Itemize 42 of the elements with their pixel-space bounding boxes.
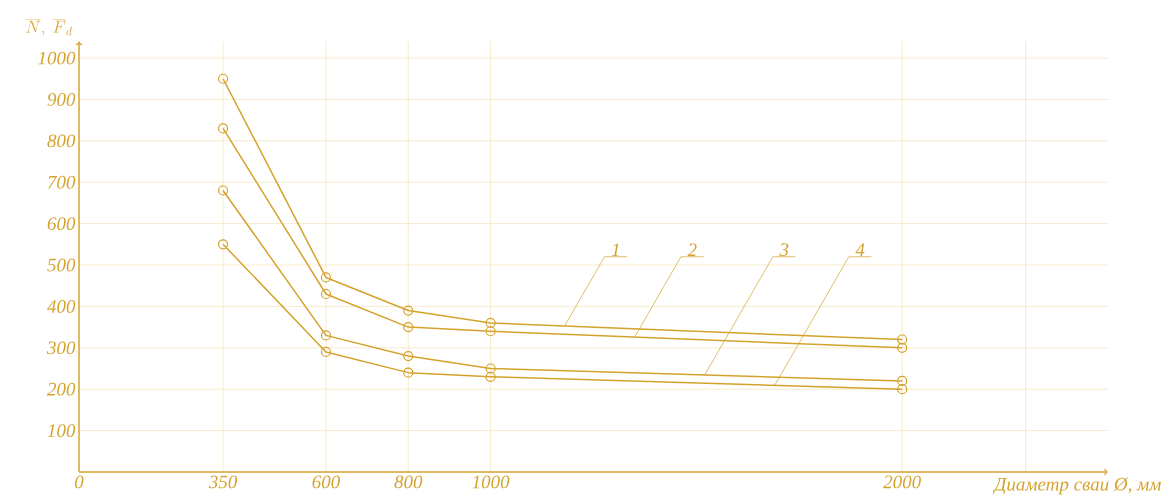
point <box>897 375 908 387</box>
point <box>320 346 332 358</box>
point <box>403 322 414 333</box>
x-tick-label: 800 <box>394 475 423 489</box>
point <box>897 384 908 395</box>
y-tick-label: 100 <box>47 424 76 438</box>
annotation: 4 <box>855 243 865 257</box>
y-tick-label: 800 <box>47 134 76 148</box>
y-tick-label: 500 <box>47 258 76 272</box>
point <box>403 350 414 362</box>
point <box>485 326 496 337</box>
y-tick-label: 1000 <box>38 51 76 65</box>
x-tick-label: 0 <box>75 475 84 489</box>
y-tick-label: 600 <box>47 217 76 231</box>
point <box>320 288 332 300</box>
y-tick-label: 400 <box>47 300 76 313</box>
point <box>485 371 496 382</box>
point <box>217 239 229 250</box>
y-tick-label: 900 <box>47 93 76 106</box>
point <box>403 305 414 316</box>
x-tick-label: 600 <box>312 475 340 489</box>
point <box>217 185 229 196</box>
y-tick-label: 200 <box>46 382 76 396</box>
point <box>897 342 908 353</box>
point <box>217 123 229 134</box>
x-tick-label: 2000 <box>883 475 921 489</box>
annotation: 3 <box>779 243 789 257</box>
x-tick-label: 1000 <box>472 475 510 489</box>
point <box>320 272 332 283</box>
y-tick-label: 700 <box>48 175 76 189</box>
point <box>217 73 229 84</box>
annotation: 1 <box>611 243 619 257</box>
point <box>403 367 414 378</box>
point <box>897 334 908 345</box>
y-axis-title: $\overline{N},\ \overline{F}_{d}$ <box>25 19 72 36</box>
y-tick-label: 300 <box>46 341 76 355</box>
x-tick-label: 350 <box>208 475 238 489</box>
point <box>485 363 496 374</box>
point <box>320 330 332 341</box>
point <box>485 317 496 329</box>
annotation: 2 <box>687 243 697 257</box>
x-axis-title: Диаметр сваи Ø, мм <box>992 477 1161 495</box>
